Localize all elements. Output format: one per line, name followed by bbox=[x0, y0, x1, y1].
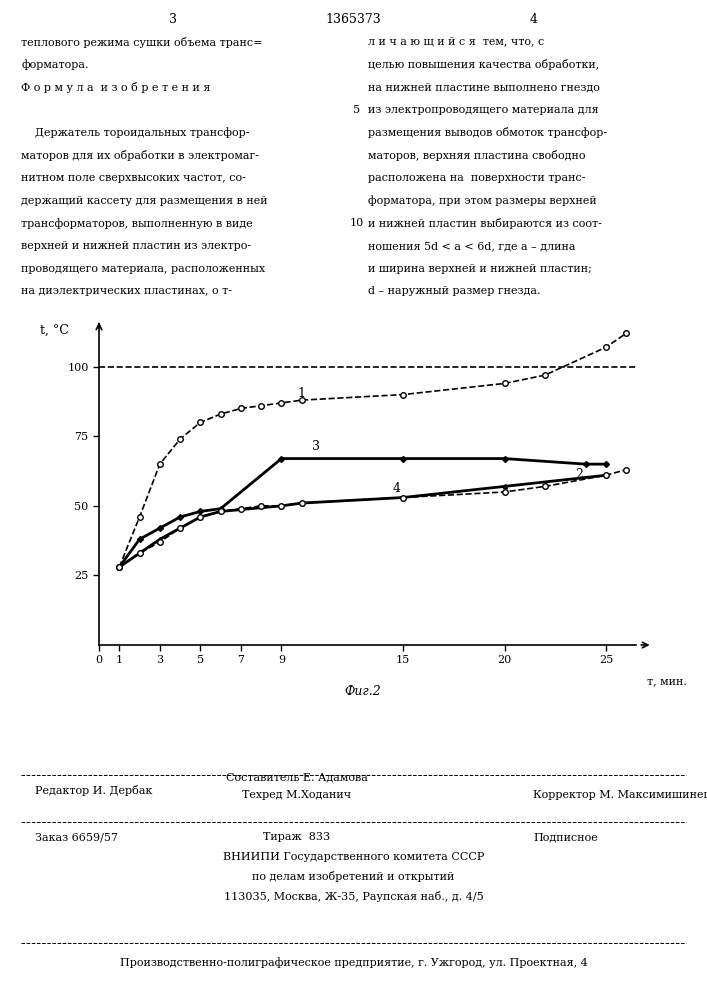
Text: Редактор И. Дербак: Редактор И. Дербак bbox=[35, 785, 153, 796]
Text: л и ч а ю щ и й с я  тем, что, с: л и ч а ю щ и й с я тем, что, с bbox=[368, 37, 544, 47]
Text: 1365373: 1365373 bbox=[326, 13, 381, 26]
Text: держащий кассету для размещения в ней: держащий кассету для размещения в ней bbox=[21, 196, 268, 206]
Text: ВНИИПИ Государственного комитета СССР: ВНИИПИ Государственного комитета СССР bbox=[223, 852, 484, 862]
Text: форматора, при этом размеры верхней: форматора, при этом размеры верхней bbox=[368, 196, 597, 206]
Text: маторов для их обработки в электромаг-: маторов для их обработки в электромаг- bbox=[21, 150, 259, 161]
Text: трансформаторов, выполненную в виде: трансформаторов, выполненную в виде bbox=[21, 218, 253, 229]
Text: Заказ 6659/57: Заказ 6659/57 bbox=[35, 832, 118, 842]
Text: Корректор М. Максимишинец: Корректор М. Максимишинец bbox=[533, 790, 707, 800]
Text: ношения 5d < a < 6d, где а – длина: ношения 5d < a < 6d, где а – длина bbox=[368, 241, 575, 251]
Text: размещения выводов обмоток трансфор-: размещения выводов обмоток трансфор- bbox=[368, 127, 607, 138]
Text: d – наружный размер гнезда.: d – наружный размер гнезда. bbox=[368, 286, 540, 296]
Text: и ширина верхней и нижней пластин;: и ширина верхней и нижней пластин; bbox=[368, 264, 592, 274]
Text: целью повышения качества обработки,: целью повышения качества обработки, bbox=[368, 59, 599, 70]
Text: верхней и нижней пластин из электро-: верхней и нижней пластин из электро- bbox=[21, 241, 251, 251]
Text: 113035, Москва, Ж-35, Раупская наб., д. 4/5: 113035, Москва, Ж-35, Раупская наб., д. … bbox=[223, 891, 484, 902]
Text: 1: 1 bbox=[298, 387, 305, 400]
Text: на диэлектрических пластинах, о т-: на диэлектрических пластинах, о т- bbox=[21, 286, 232, 296]
Text: Техред М.Ходанич: Техред М.Ходанич bbox=[243, 790, 351, 800]
Text: Производственно-полиграфическое предприятие, г. Ужгород, ул. Проектная, 4: Производственно-полиграфическое предприя… bbox=[119, 957, 588, 968]
Text: расположена на  поверхности транс-: расположена на поверхности транс- bbox=[368, 173, 585, 183]
Text: и нижней пластин выбираются из соот-: и нижней пластин выбираются из соот- bbox=[368, 218, 602, 229]
Text: на нижней пластине выполнено гнездо: на нижней пластине выполнено гнездо bbox=[368, 82, 600, 92]
Text: Держатель тороидальных трансфор-: Держатель тороидальных трансфор- bbox=[21, 127, 250, 138]
Text: Фиг.2: Фиг.2 bbox=[344, 685, 381, 698]
Text: 4: 4 bbox=[530, 13, 538, 26]
Text: t, °C: t, °C bbox=[40, 324, 69, 337]
Text: Ф о р м у л а  и з о б р е т е н и я: Ф о р м у л а и з о б р е т е н и я bbox=[21, 82, 211, 93]
Text: Подписное: Подписное bbox=[533, 832, 598, 842]
Text: теплового режима сушки объема транс=: теплового режима сушки объема транс= bbox=[21, 37, 263, 48]
Text: 5: 5 bbox=[354, 105, 361, 115]
Text: по делам изобретений и открытий: по делам изобретений и открытий bbox=[252, 871, 455, 882]
Text: Тираж  833: Тираж 833 bbox=[264, 832, 330, 842]
Text: Составитель Е. Адамова: Составитель Е. Адамова bbox=[226, 773, 368, 783]
Text: 3: 3 bbox=[312, 440, 320, 453]
Text: 4: 4 bbox=[393, 482, 401, 495]
Text: нитном поле сверхвысоких частот, со-: нитном поле сверхвысоких частот, со- bbox=[21, 173, 246, 183]
Text: маторов, верхняя пластина свободно: маторов, верхняя пластина свободно bbox=[368, 150, 585, 161]
Text: из электропроводящего материала для: из электропроводящего материала для bbox=[368, 105, 598, 115]
Text: 3: 3 bbox=[169, 13, 177, 26]
Text: 2: 2 bbox=[575, 468, 583, 481]
Text: форматора.: форматора. bbox=[21, 59, 88, 70]
Text: проводящего материала, расположенных: проводящего материала, расположенных bbox=[21, 264, 265, 274]
Text: т, мин.: т, мин. bbox=[647, 676, 686, 686]
Text: 10: 10 bbox=[350, 218, 364, 228]
